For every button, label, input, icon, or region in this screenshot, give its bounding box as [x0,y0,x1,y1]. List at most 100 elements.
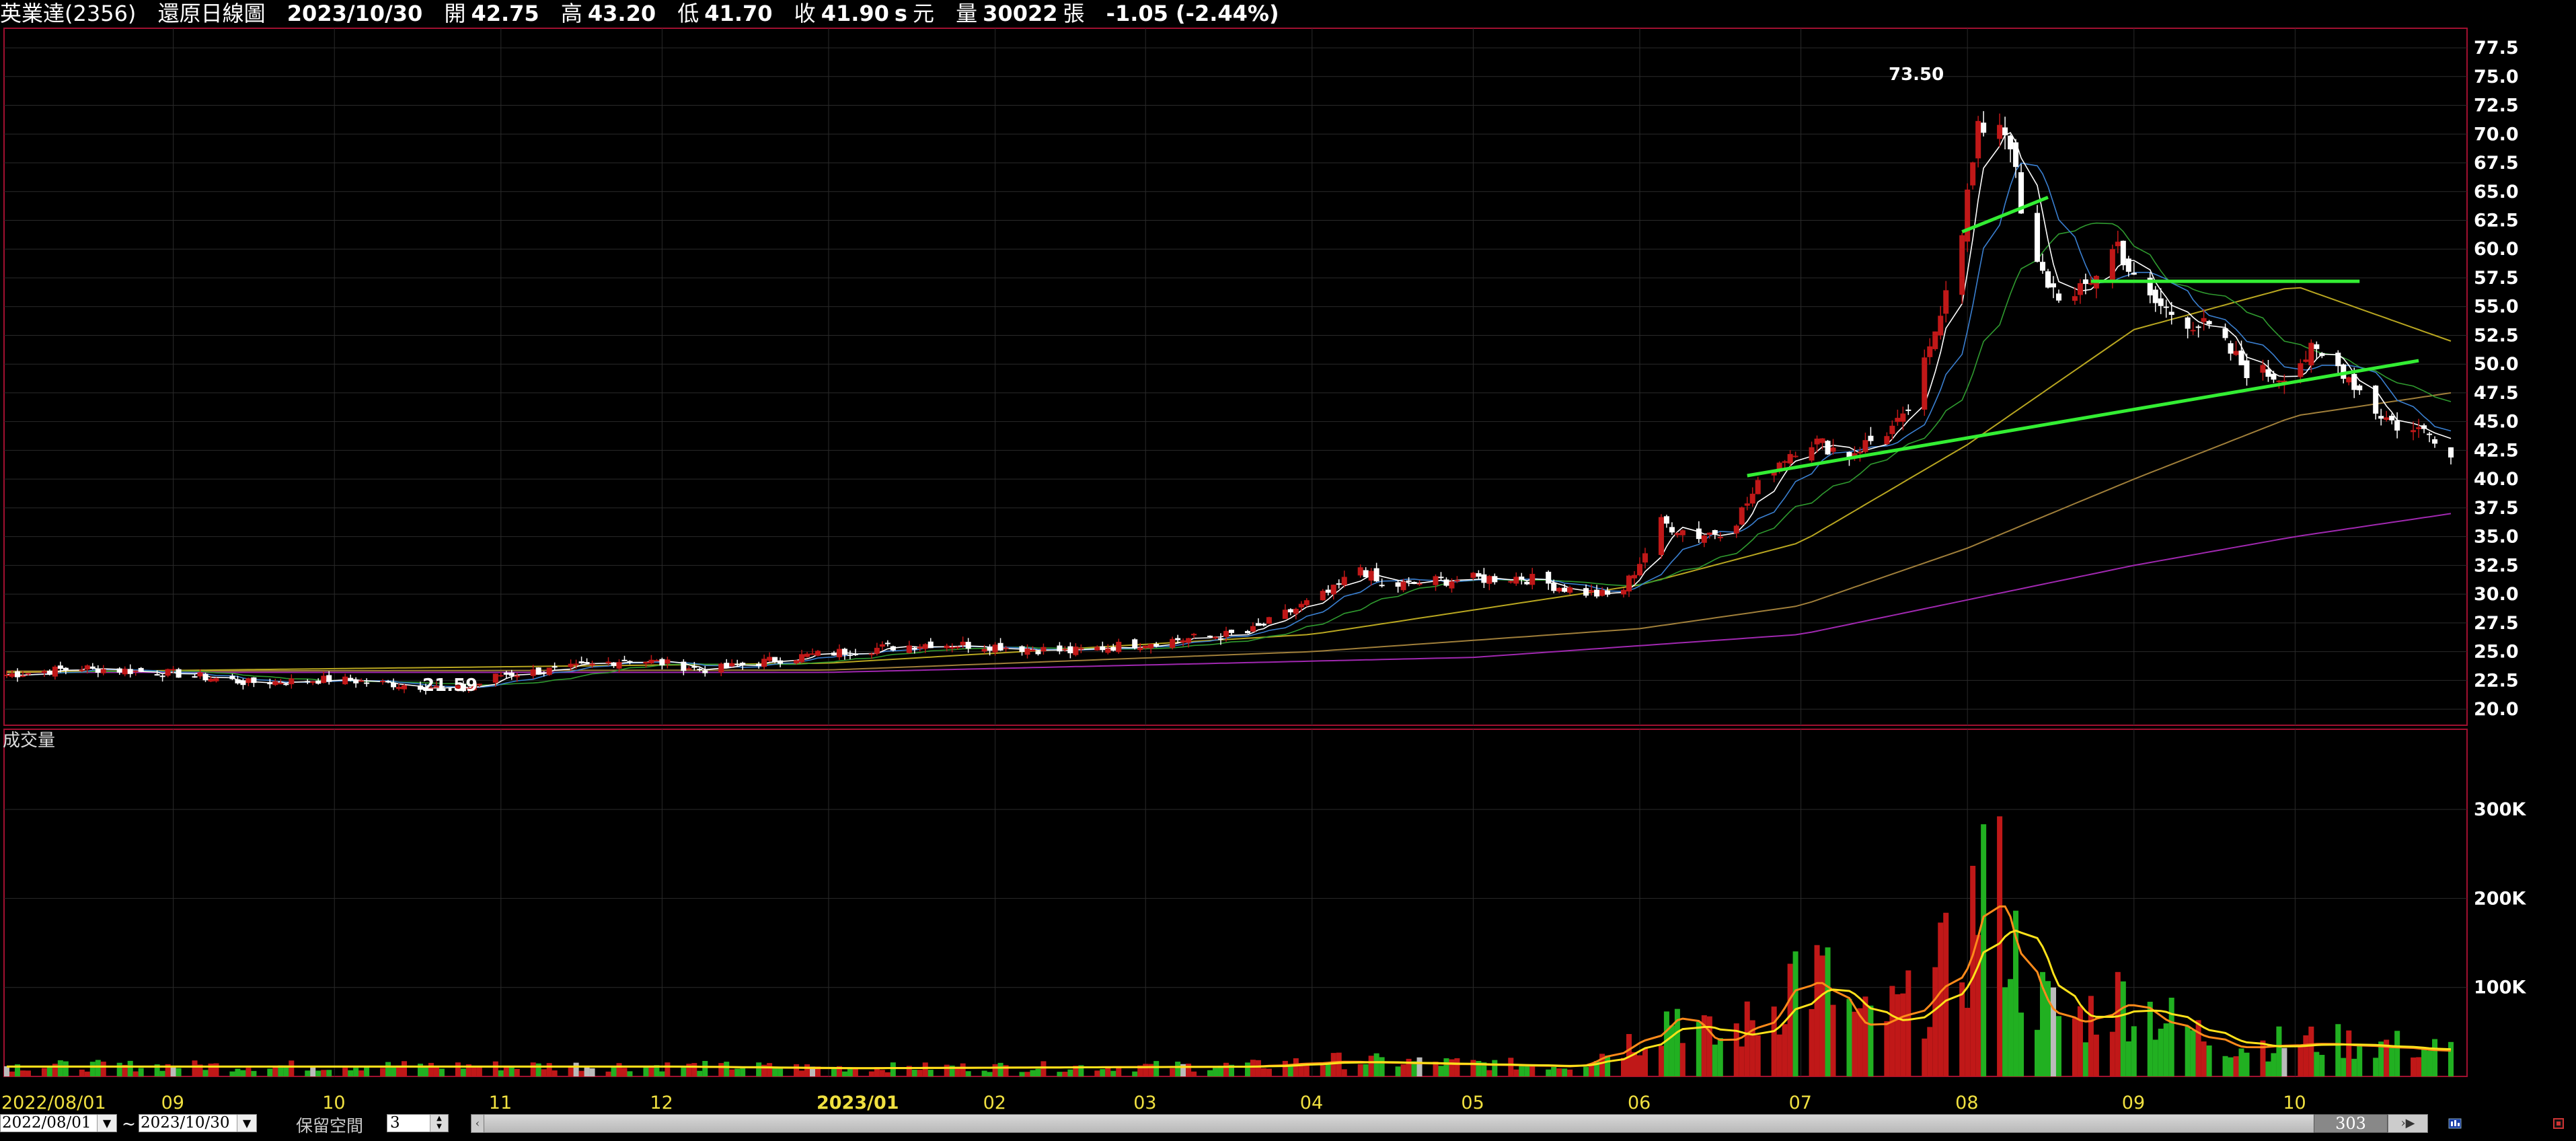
candle-body [1562,587,1568,592]
keep-space-stepper[interactable]: 3 ▲ ▼ [387,1114,449,1132]
volume-tick-label: 200K [2474,888,2526,909]
volume-bar [917,1070,923,1076]
volume-bar [2206,1045,2212,1076]
stepper-arrows-icon[interactable]: ▲ ▼ [430,1115,448,1132]
candle-body [922,644,928,649]
candle-body [138,667,144,672]
volume-bar [1556,1068,1562,1076]
price-tick-label: 35.0 [2474,527,2519,548]
volume-bar [831,1068,837,1076]
candle-body [2018,172,2024,214]
candle-body [100,669,106,673]
candle-body [213,678,219,682]
volume-bar [455,1062,461,1076]
candle-body [1298,603,1304,608]
candle-body [1368,570,1374,581]
candle-body [1411,582,1417,584]
month-label: 09 [2122,1093,2145,1113]
volume-bar [922,1062,928,1076]
candle-body [1186,638,1192,643]
chart-scrollbar[interactable]: ‹ [471,1114,2428,1133]
volume-bar [847,1068,853,1076]
volume-bar [176,1068,182,1076]
price-tick-label: 62.5 [2474,210,2519,231]
chart-settings-icon[interactable] [2448,1117,2462,1130]
volume-bar [960,1063,966,1076]
scroll-right-icon[interactable]: ›▶ [2388,1114,2428,1133]
chevron-down-icon[interactable]: ▼ [97,1115,116,1132]
candle-body [1325,589,1331,593]
candle-body [1170,638,1176,648]
volume-bar [1529,1066,1536,1076]
scroll-left-icon[interactable]: ‹ [471,1115,484,1132]
candle-body [2072,296,2078,301]
volume-bar [1830,1004,1836,1076]
volume-bar [702,1061,708,1076]
candle-body [1110,647,1116,651]
volume-bar [9,1071,15,1076]
date-range-separator: ~ [122,1114,136,1134]
candle-body [1997,124,2003,139]
candle-body [2152,289,2158,303]
candle-body [2035,213,2041,262]
volume-bar [20,1070,26,1076]
candle-body [2238,351,2244,365]
scroll-thumb[interactable]: 303 [2314,1114,2388,1133]
volume-bar [1825,947,1831,1076]
candle-body [1782,461,1788,463]
candle-body [1712,529,1718,534]
volume-bar [1153,1061,1160,1076]
candle-body [1583,588,1589,596]
volume-bar [1733,1023,1739,1076]
volume-bar [2147,1002,2153,1076]
volume-bar [3,1066,10,1076]
candle-body [2201,318,2207,322]
candle-body [1776,462,1782,472]
chart-close-icon[interactable] [2552,1117,2565,1130]
volume-bar [927,1070,934,1076]
volume-bar [2411,1057,2417,1076]
candle-body [1180,640,1186,642]
chevron-down-icon[interactable]: ▼ [237,1115,256,1132]
volume-bar [1175,1062,1181,1076]
volume-bar [1846,998,1852,1076]
candle-body [2265,369,2271,377]
candle-body [1492,576,1498,583]
candle-body [1594,589,1600,597]
candle-body [380,680,386,682]
volume-bar [208,1063,214,1076]
candle-body [981,649,987,652]
candle-body [1218,638,1224,640]
candle-body [428,688,434,690]
volume-bar [965,1071,971,1076]
volume-bar [1739,1046,1745,1076]
candle-body [627,661,633,663]
month-label: 02 [983,1093,1006,1113]
candle-body [1132,639,1138,649]
candle-body [1744,503,1750,506]
candle-body [1470,573,1476,578]
candle-body [2147,277,2153,296]
candle-body [2013,142,2019,168]
end-date-select[interactable]: 2023/10/30 ▼ [139,1114,257,1132]
candle-body [127,669,133,674]
stock-name: 英業達(2356) [0,1,137,26]
volume-bar [342,1068,348,1076]
candle-body [315,680,321,684]
volume-bar [1589,1065,1595,1076]
candle-body [1040,647,1047,652]
volume-bar [2319,1054,2325,1076]
ma120-line [6,392,2452,672]
month-label: 09 [161,1093,184,1113]
volume-bar [643,1066,649,1076]
volume-bar [1336,1052,1342,1076]
volume-bar [1228,1064,1235,1076]
candle-body [718,663,724,673]
ma60-line [6,287,2452,673]
candle-body [1771,472,1777,476]
chart-name: 還原日線圖 [157,1,266,26]
volume-bar [1819,955,1825,1076]
start-date-select[interactable]: 2022/08/01 ▼ [0,1114,117,1132]
candle-body [1739,507,1745,525]
